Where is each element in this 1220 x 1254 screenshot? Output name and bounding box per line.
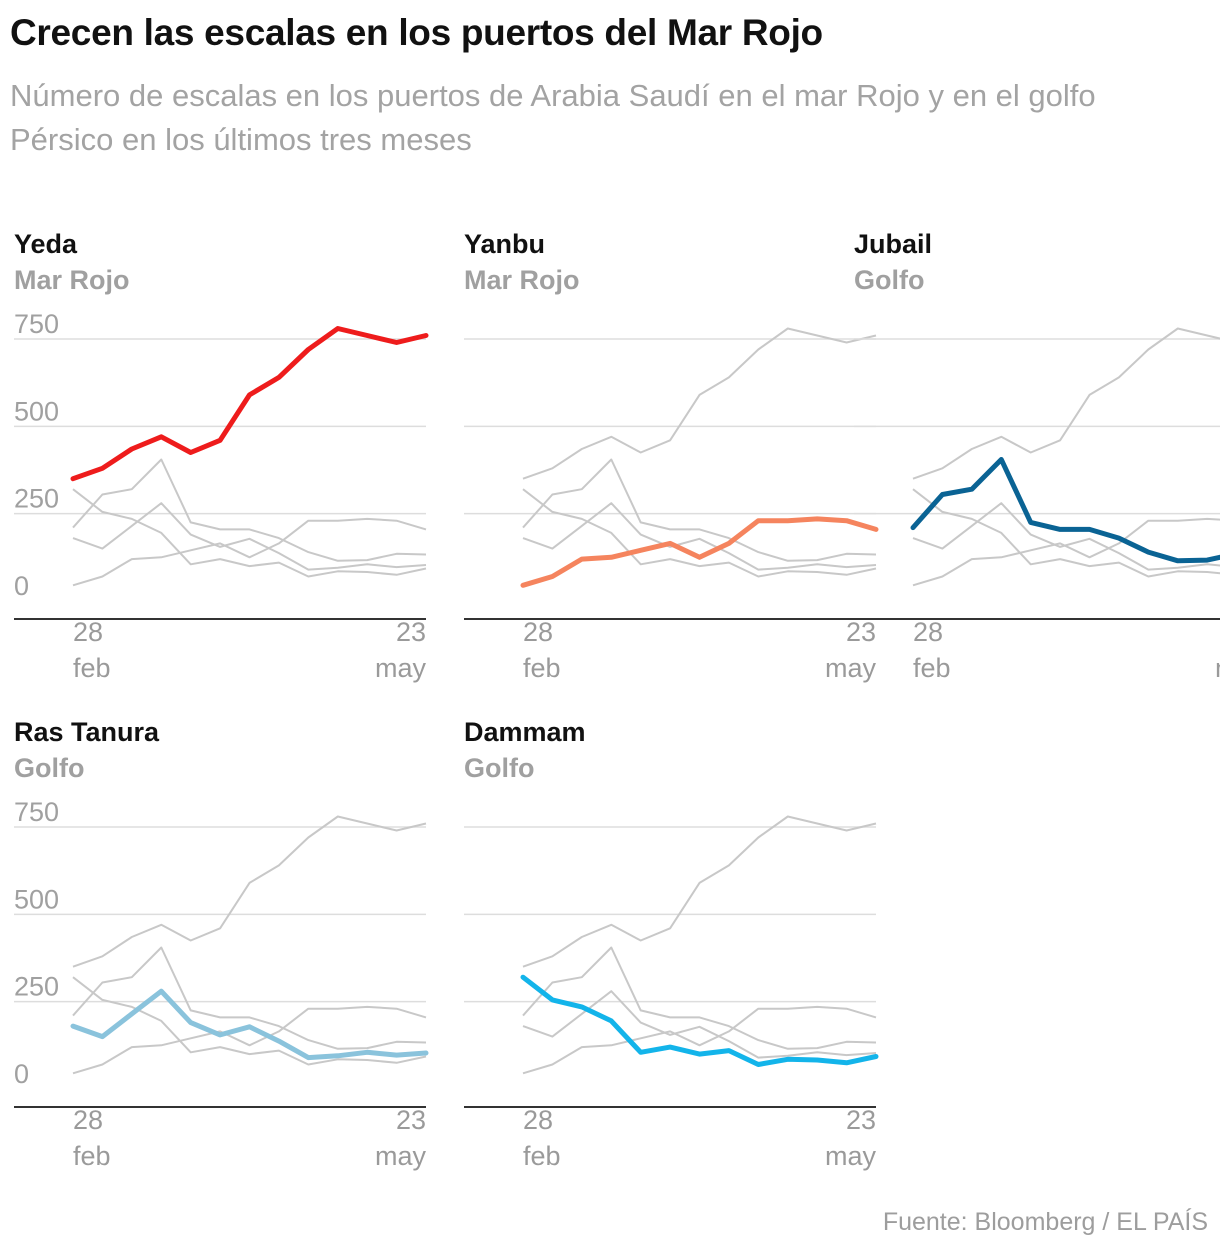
context-line-yanbu bbox=[72, 517, 427, 587]
x-tick-day: 28 bbox=[913, 617, 943, 647]
panel-yanbu: Yanbu Mar Rojo 28 feb 23 may bbox=[464, 229, 879, 683]
panel-jubail: JubailGolfo28feb23may bbox=[854, 229, 1220, 683]
context-line-dammam bbox=[912, 488, 1220, 578]
panel-yeda: Yeda Mar Rojo 0 250 500 750 28 feb 23 may bbox=[14, 229, 429, 683]
context-line-jubail bbox=[72, 458, 427, 562]
x-tick-day: 23 bbox=[396, 617, 426, 647]
x-tick-month: may bbox=[375, 653, 427, 683]
context-line-ras-tanura bbox=[72, 502, 427, 571]
context-line-ras-tanura bbox=[522, 502, 877, 571]
panel-region: Golfo bbox=[464, 753, 534, 783]
x-tick-month: feb bbox=[73, 653, 111, 683]
x-tick-day: 28 bbox=[523, 1105, 553, 1135]
x-tick-day: 23 bbox=[846, 617, 876, 647]
chart-subtitle: Número de escalas en los puertos de Arab… bbox=[10, 78, 1096, 157]
context-line-yeda bbox=[912, 327, 1220, 480]
context-line-dammam bbox=[72, 976, 427, 1066]
x-tick-month: may bbox=[375, 1141, 427, 1171]
context-line-yanbu bbox=[522, 1005, 877, 1075]
context-line-ras-tanura bbox=[522, 990, 877, 1059]
panel-dammam: Dammam Golfo 28 feb 23 may bbox=[464, 717, 879, 1171]
y-tick-label: 0 bbox=[14, 571, 29, 601]
x-tick-month: feb bbox=[73, 1141, 111, 1171]
panel-title: Yanbu bbox=[464, 229, 545, 259]
x-tick-month: feb bbox=[913, 653, 951, 683]
panel-region: Golfo bbox=[854, 265, 924, 295]
y-tick-label: 0 bbox=[14, 1059, 29, 1089]
panel-title: Yeda bbox=[14, 229, 78, 259]
y-tick-label: 500 bbox=[14, 884, 59, 914]
series-line-ras-tanura bbox=[70, 988, 429, 1061]
panel-region: Golfo bbox=[14, 753, 84, 783]
x-tick-month: feb bbox=[523, 653, 561, 683]
y-tick-label: 500 bbox=[14, 396, 59, 426]
source-note: Fuente: Bloomberg / EL PAÍS bbox=[882, 1208, 1208, 1236]
panel-title: Jubail bbox=[854, 229, 932, 259]
y-tick-label: 750 bbox=[14, 797, 59, 827]
series-line-dammam bbox=[520, 974, 879, 1067]
series-line-yeda bbox=[70, 326, 429, 482]
context-line-jubail bbox=[522, 458, 877, 562]
x-tick-month: feb bbox=[523, 1141, 561, 1171]
context-line-yanbu bbox=[912, 517, 1220, 587]
x-tick-day: 23 bbox=[396, 1105, 426, 1135]
x-tick-day: 23 bbox=[846, 1105, 876, 1135]
context-line-jubail bbox=[522, 946, 877, 1050]
x-tick-month: may bbox=[825, 653, 877, 683]
y-tick-label: 250 bbox=[14, 484, 59, 514]
panel-ras-tanura: Ras Tanura Golfo 0 250 500 750 28 feb 23 may bbox=[14, 717, 429, 1171]
context-line-dammam bbox=[522, 488, 877, 578]
x-tick-month: may bbox=[1215, 653, 1220, 683]
context-line-dammam bbox=[72, 488, 427, 578]
x-tick-day: 28 bbox=[523, 617, 553, 647]
series-line-jubail bbox=[910, 457, 1220, 564]
panel-region: Mar Rojo bbox=[464, 265, 580, 295]
y-tick-label: 750 bbox=[14, 309, 59, 339]
context-line-yanbu bbox=[72, 1005, 427, 1075]
context-line-ras-tanura bbox=[912, 502, 1220, 571]
x-tick-month: may bbox=[825, 1141, 877, 1171]
y-tick-label: 250 bbox=[14, 972, 59, 1002]
x-tick-day: 28 bbox=[73, 1105, 103, 1135]
context-line-yeda bbox=[522, 815, 877, 968]
panel-title: Ras Tanura bbox=[14, 717, 160, 747]
chart-title: Crecen las escalas en los puertos del Ma… bbox=[10, 12, 823, 53]
context-line-jubail bbox=[72, 946, 427, 1050]
x-tick-day: 28 bbox=[73, 617, 103, 647]
series-line-yanbu bbox=[520, 516, 879, 588]
context-line-yeda bbox=[522, 327, 877, 480]
panel-region: Mar Rojo bbox=[14, 265, 130, 295]
context-line-yeda bbox=[72, 815, 427, 968]
panel-title: Dammam bbox=[464, 717, 586, 747]
